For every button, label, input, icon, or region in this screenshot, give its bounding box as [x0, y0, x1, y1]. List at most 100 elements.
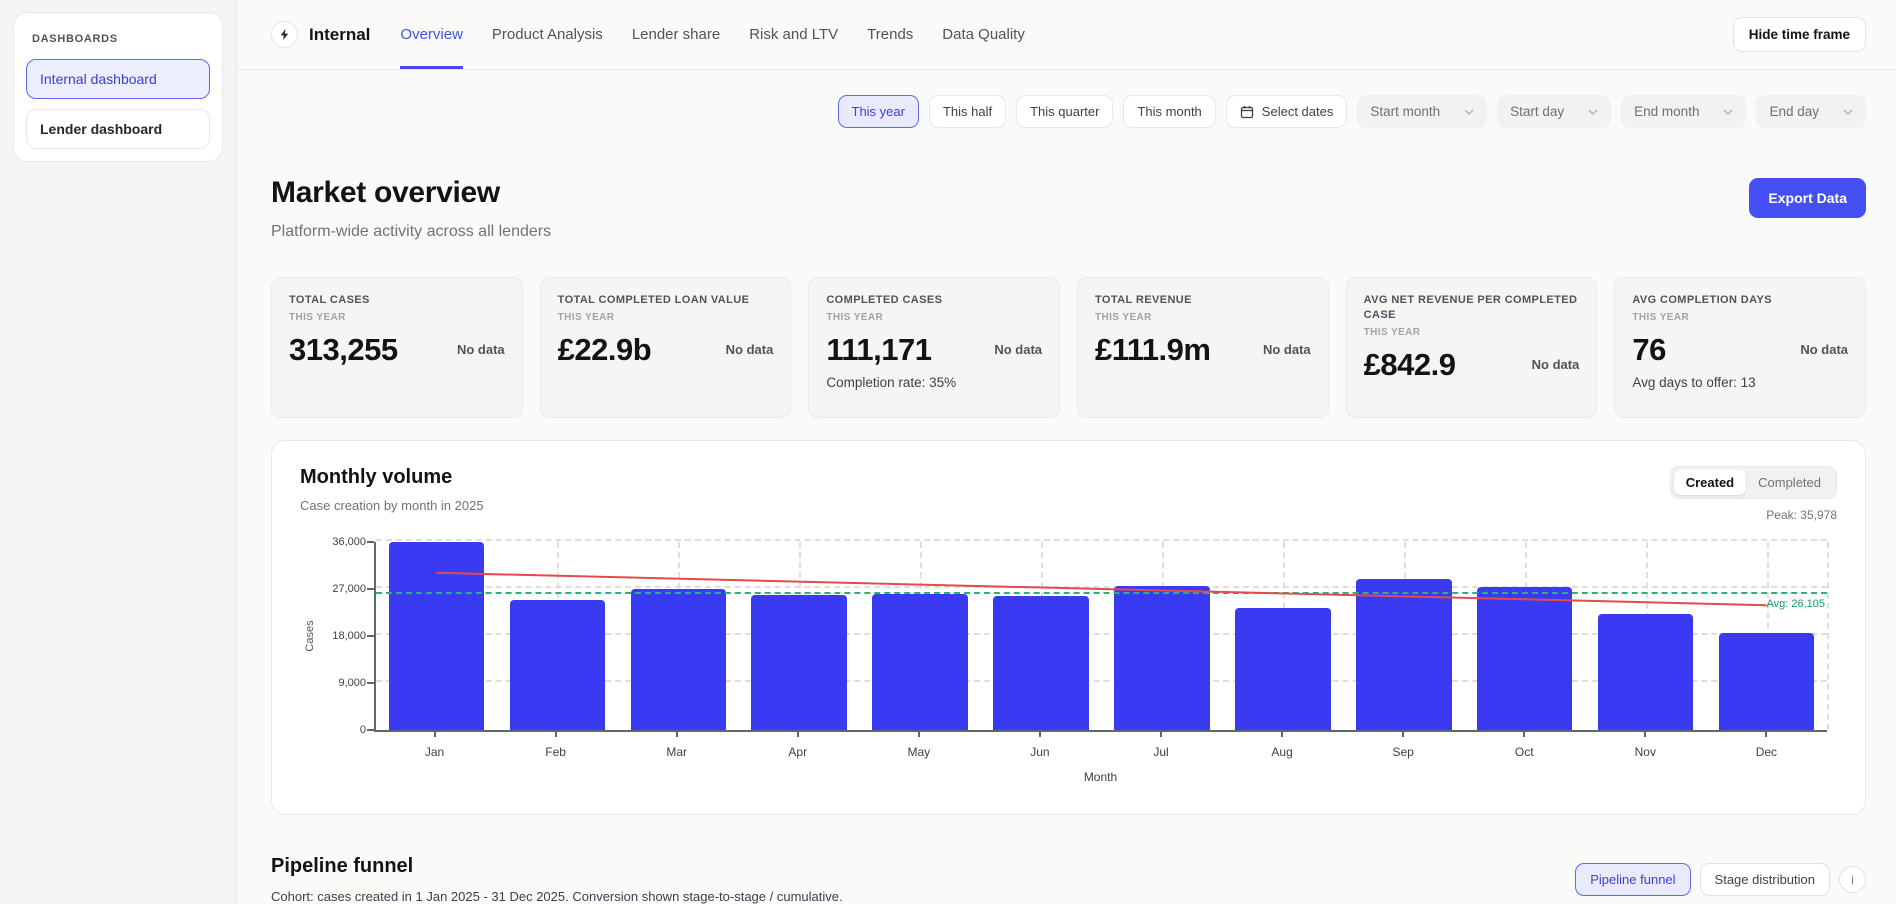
kpi-label: TOTAL CASES: [289, 294, 370, 306]
select-dates-label: Select dates: [1261, 104, 1334, 119]
grid-line-v: [1827, 542, 1829, 730]
end-day-select[interactable]: End day: [1756, 95, 1866, 128]
kpi-card-completed-cases: COMPLETED CASES THIS YEAR 111,171 No dat…: [808, 277, 1060, 418]
page-header: Market overview Platform-wide activity a…: [271, 176, 1866, 241]
x-slot: Nov: [1585, 732, 1706, 759]
preset-this-year[interactable]: This year: [837, 95, 919, 128]
kpi-card-avg-net-revenue: AVG NET REVENUE PER COMPLETED CASE THIS …: [1345, 277, 1598, 418]
bar-jun[interactable]: [993, 596, 1089, 730]
y-axis-tick: [367, 588, 374, 590]
chart-card-header: Monthly volume Case creation by month in…: [300, 466, 1837, 522]
x-slot: Dec: [1706, 732, 1827, 759]
x-slot: Mar: [616, 732, 737, 759]
grid-line-h: [376, 539, 1827, 541]
kpi-row: TOTAL CASES THIS YEAR 313,255 No data TO…: [271, 277, 1866, 418]
kpi-label: COMPLETED CASES: [826, 294, 943, 306]
kpi-label: TOTAL COMPLETED LOAN VALUE: [557, 294, 750, 306]
y-tick-label: 9,000: [338, 677, 366, 689]
bar-dec[interactable]: [1718, 633, 1815, 730]
preset-this-half[interactable]: This half: [928, 95, 1007, 128]
chart-area: Cases Avg: 26,105 0 9,000 18,000 27,000 36,0…: [300, 536, 1837, 784]
x-tick-label: Mar: [666, 745, 688, 759]
chevron-down-icon: [1723, 109, 1733, 115]
x-axis-tick: [675, 732, 678, 737]
bar-aug[interactable]: [1235, 608, 1331, 730]
kpi-subtext: Completion rate: 35%: [826, 374, 957, 390]
bar-mar[interactable]: [630, 589, 727, 730]
end-month-value: End month: [1634, 104, 1700, 119]
kpi-nodata: No data: [456, 342, 505, 358]
bolt-icon: [278, 28, 291, 41]
kpi-value: 76: [1632, 331, 1666, 367]
x-tick-label: Feb: [545, 745, 566, 759]
x-axis-tick: [917, 732, 920, 737]
chevron-down-icon: [1588, 109, 1598, 115]
start-month-select[interactable]: Start month: [1357, 95, 1488, 128]
tab-overview[interactable]: Overview: [400, 0, 463, 69]
tab-risk-and-ltv[interactable]: Risk and LTV: [749, 26, 839, 43]
tab-data-quality[interactable]: Data Quality: [942, 26, 1025, 43]
bar-oct[interactable]: [1476, 586, 1573, 730]
x-tick-label: May: [907, 745, 931, 759]
pipeline-title: Pipeline funnel: [271, 855, 414, 877]
pipeline-subtitle: Cohort: cases created in 1 Jan 2025 - 31…: [271, 889, 843, 904]
hide-time-frame-button[interactable]: Hide time frame: [1732, 17, 1866, 52]
tab-lender-share[interactable]: Lender share: [631, 26, 721, 43]
chart-plot: Cases Avg: 26,105 0 9,000 18,000 27,000 36,0…: [304, 536, 1829, 736]
y-axis-tick: [367, 635, 374, 637]
preset-this-quarter[interactable]: This quarter: [1016, 95, 1114, 128]
x-axis-tick: [1160, 732, 1162, 737]
toggle-completed[interactable]: Completed: [1758, 475, 1821, 490]
trend-line-layer: [376, 542, 1827, 730]
kpi-card-total-cases: TOTAL CASES THIS YEAR 313,255 No data: [271, 277, 523, 418]
kpi-period: THIS YEAR: [1632, 311, 1690, 323]
kpi-value: 111,171: [826, 331, 932, 367]
y-tick-label: 36,000: [332, 536, 366, 548]
chart-title: Monthly volume: [300, 466, 453, 488]
pipeline-funnel-button[interactable]: Pipeline funnel: [1575, 863, 1691, 896]
x-slot: Jan: [374, 732, 495, 759]
sidebar-item-lender-dashboard[interactable]: Lender dashboard: [26, 109, 210, 149]
tab-trends[interactable]: Trends: [867, 26, 914, 43]
peak-label: Peak: 35,978: [1766, 508, 1837, 522]
bar-sep[interactable]: [1356, 578, 1452, 730]
x-axis-tick: [1038, 732, 1041, 737]
info-icon[interactable]: i: [1839, 866, 1866, 893]
x-tick-label: Apr: [788, 745, 808, 759]
chevron-down-icon: [1464, 109, 1474, 115]
pipeline-titles: Pipeline funnel Cohort: cases created in…: [271, 855, 843, 904]
sidebar-item-label: Lender dashboard: [40, 121, 163, 137]
bar-jul[interactable]: [1114, 585, 1210, 730]
x-tick-label: Aug: [1271, 745, 1293, 759]
y-axis-tick: [367, 729, 374, 731]
chart-card-titles: Monthly volume Case creation by month in…: [300, 466, 484, 513]
chevron-down-icon: [1843, 109, 1853, 115]
kpi-nodata: No data: [1531, 357, 1580, 373]
bar-may[interactable]: [872, 593, 968, 730]
trend-line: [436, 573, 1766, 605]
export-data-button[interactable]: Export Data: [1749, 178, 1866, 218]
monthly-volume-card: Monthly volume Case creation by month in…: [271, 440, 1866, 815]
select-dates-button[interactable]: Select dates: [1225, 95, 1348, 128]
start-day-select[interactable]: Start day: [1497, 95, 1612, 128]
sidebar-item-internal-dashboard[interactable]: Internal dashboard: [26, 59, 210, 99]
kpi-nodata: No data: [994, 342, 1042, 358]
pipeline-controls: Pipeline funnel Stage distribution i: [1575, 863, 1866, 896]
stage-distribution-button[interactable]: Stage distribution: [1699, 863, 1830, 896]
preset-this-month[interactable]: This month: [1123, 95, 1216, 128]
start-day-value: Start day: [1510, 104, 1565, 119]
sidebar-item-label: Internal dashboard: [40, 71, 157, 87]
x-axis-title: Month: [1083, 770, 1118, 784]
kpi-period: THIS YEAR: [1095, 311, 1152, 323]
bar-feb[interactable]: [509, 599, 606, 730]
toggle-created[interactable]: Created: [1673, 470, 1747, 495]
x-slot: Feb: [495, 732, 616, 759]
end-month-select[interactable]: End month: [1621, 95, 1747, 128]
bar-apr[interactable]: [751, 595, 847, 730]
x-slot: Apr: [737, 732, 858, 759]
x-slot: Oct: [1464, 732, 1585, 759]
bar-nov[interactable]: [1597, 614, 1694, 730]
tab-product-analysis[interactable]: Product Analysis: [491, 26, 603, 43]
y-axis-tick: [367, 541, 374, 543]
